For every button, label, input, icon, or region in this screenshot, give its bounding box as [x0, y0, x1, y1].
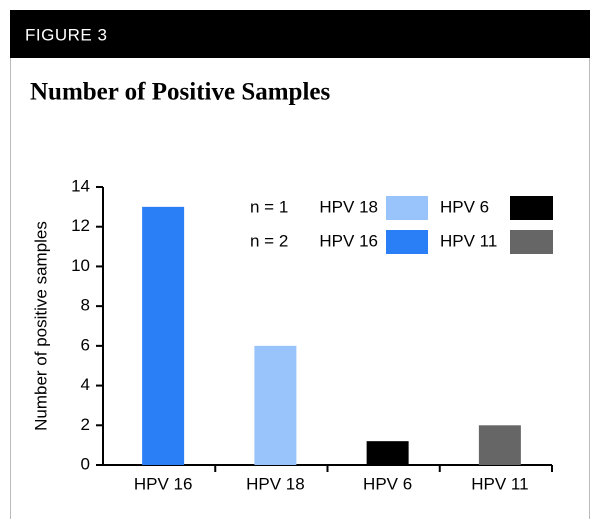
y-tick-label: 6 [81, 335, 90, 354]
x-tick-label: HPV 16 [134, 474, 193, 493]
y-tick-label: 8 [81, 296, 90, 315]
bar [142, 206, 185, 465]
legend-note: n = 1 [250, 197, 288, 216]
bar [366, 441, 409, 465]
x-tick-label: HPV 6 [363, 474, 412, 493]
legend-swatch [510, 230, 553, 254]
y-tick-label: 0 [81, 454, 90, 473]
y-tick-label: 12 [71, 216, 90, 235]
legend-label: HPV 11 [440, 231, 497, 250]
header-text: FIGURE 3 [25, 25, 107, 44]
legend-label: HPV 18 [319, 197, 378, 216]
legend-swatch [386, 230, 428, 254]
y-tick-label: 2 [81, 415, 90, 434]
y-tick-label: 14 [71, 176, 90, 195]
y-axis-label: Number of positive samples [31, 221, 50, 431]
legend-note: n = 2 [250, 231, 288, 250]
x-tick-label: HPV 18 [246, 474, 305, 493]
y-tick-label: 10 [71, 256, 90, 275]
x-tick-label: HPV 11 [471, 474, 528, 493]
header-bar [10, 10, 590, 58]
legend-swatch [510, 196, 553, 220]
chart-title: Number of Positive Samples [30, 79, 330, 106]
bar [478, 425, 521, 465]
legend-swatch [386, 196, 428, 220]
bar [254, 345, 297, 465]
y-tick-label: 4 [81, 375, 90, 394]
legend-label: HPV 6 [440, 197, 489, 216]
legend-label: HPV 16 [319, 231, 378, 250]
